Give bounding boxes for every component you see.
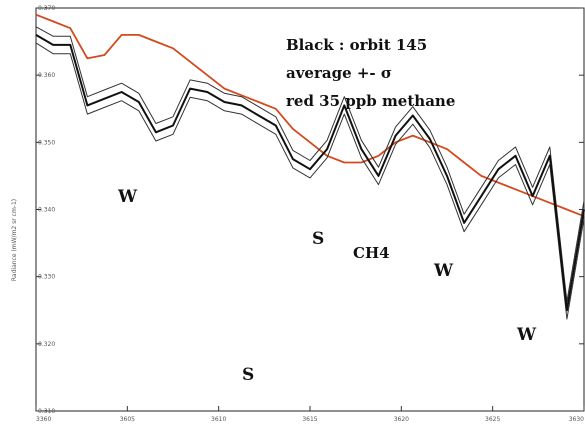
y-tick-label: 0.350 (38, 139, 55, 146)
series-line-mean (35, 34, 585, 312)
x-tick-label: 3620 (394, 416, 409, 423)
legend-line-3: red 35 ppb methane (286, 92, 455, 110)
y-tick-label: 0.360 (38, 72, 55, 79)
annotation-ch4: CH4 (353, 244, 390, 262)
x-axis-ticks: 3360 3605 3610 3615 3620 3625 3630 (35, 406, 585, 423)
y-axis-label: Radiance (mW/m2 sr cm-1) (11, 199, 18, 281)
x-tick-label: 3625 (485, 416, 500, 423)
annotation-w-2: W (433, 261, 454, 281)
annotation-w-3: W (516, 325, 537, 345)
series-line-lower (35, 42, 585, 320)
legend-line-2: average +- σ (286, 64, 392, 82)
series-layer (35, 13, 585, 320)
series-line-upper (35, 26, 585, 302)
x-tick-label: 3605 (120, 416, 135, 423)
y-axis-ticks: 0.370 0.360 0.350 0.340 0.330 0.320 0.310 (36, 5, 584, 415)
x-tick-label: 3615 (302, 416, 317, 423)
series-line-model (35, 13, 585, 218)
y-tick-label: 0.370 (38, 5, 55, 12)
x-tick-label: 3610 (211, 416, 226, 423)
legend-line-1: Black : orbit 145 (286, 36, 427, 54)
y-tick-label: 0.330 (38, 274, 55, 281)
y-tick-label: 0.340 (38, 207, 55, 214)
x-tick-label: 3360 (36, 416, 51, 423)
annotation-s-1: S (242, 365, 254, 385)
y-tick-label: 0.310 (38, 408, 55, 415)
annotation-w-1: W (117, 187, 138, 207)
x-tick-label: 3630 (569, 416, 584, 423)
annotation-s-2: S (312, 229, 324, 249)
y-tick-label: 0.320 (38, 341, 55, 348)
